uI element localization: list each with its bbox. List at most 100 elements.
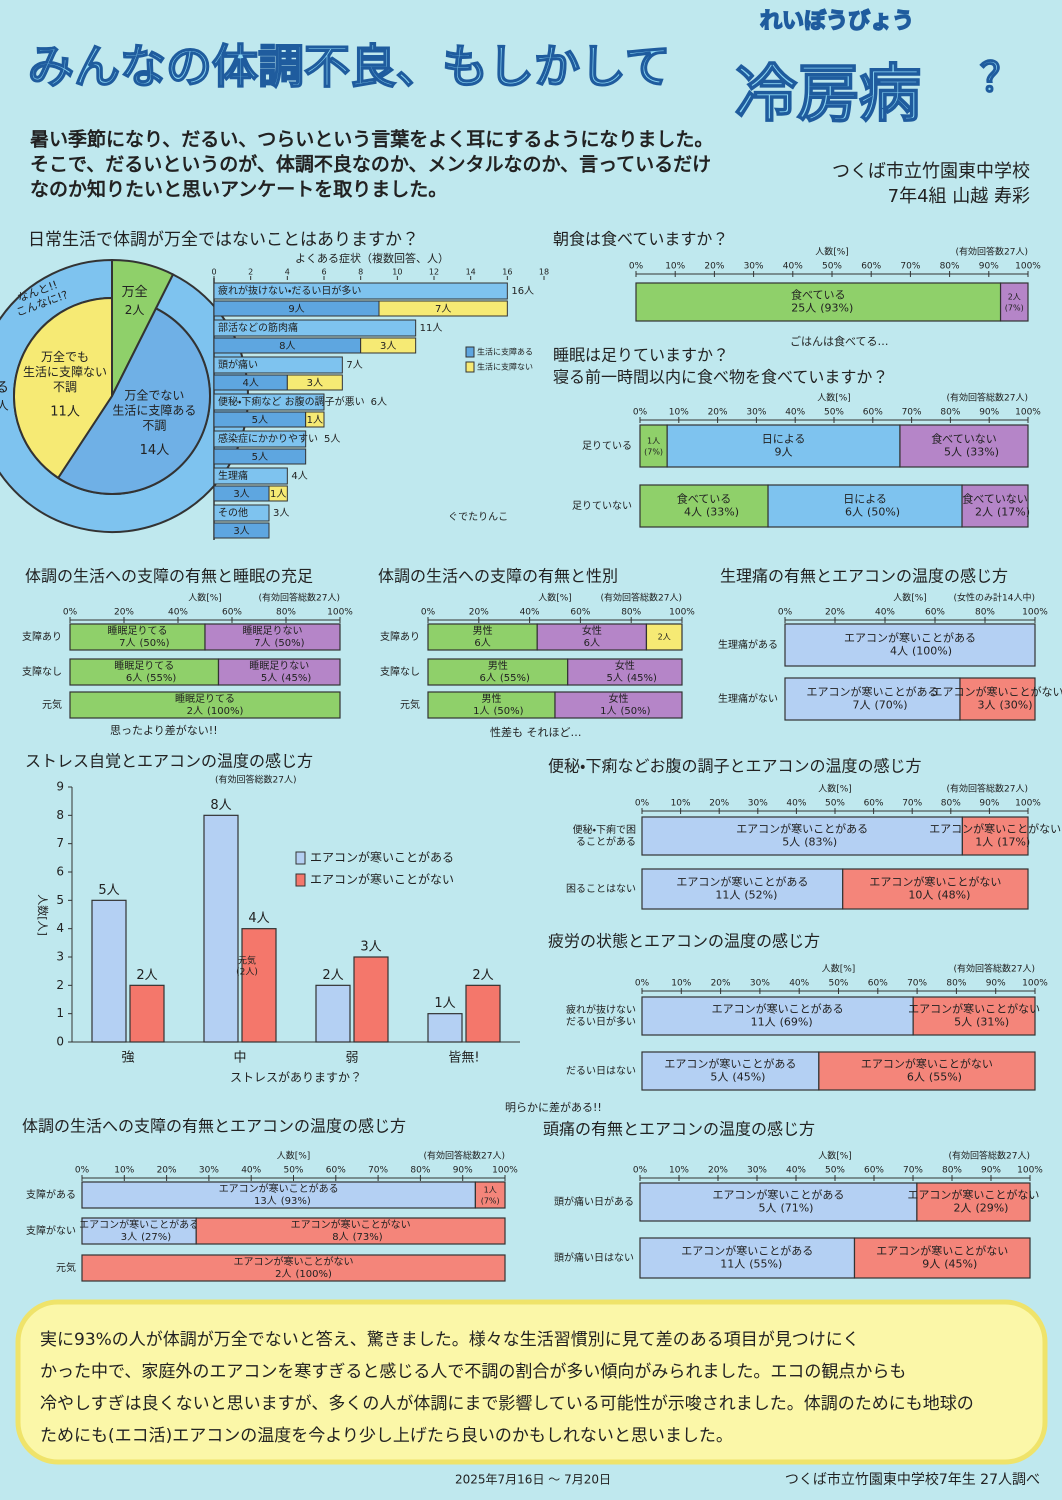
- x-tick-label: 40%: [168, 608, 188, 618]
- bar: [465, 984, 501, 1043]
- x-tick-label: 30%: [748, 799, 768, 809]
- x-tick-label: 0%: [635, 799, 650, 809]
- axis-label: ストレスがありますか？: [230, 1070, 362, 1085]
- ruby: れいぼうびょう: [760, 9, 914, 34]
- count-label: 2人: [1008, 293, 1021, 302]
- x-tick-label: 60%: [570, 608, 590, 618]
- count-label: 25人: [791, 302, 816, 315]
- x-tick-label: 90%: [453, 1166, 473, 1176]
- legend-label: 生活に支障ない: [477, 362, 533, 372]
- count-label: 1人: [473, 706, 489, 717]
- value-label: 5人: [252, 415, 268, 426]
- intro-line: 暑い季節になり、だるい、つらいという言葉をよく耳にするようになりました。: [30, 128, 713, 151]
- x-tick-label: 100%: [669, 608, 695, 618]
- note: ぐでたりんこ: [448, 511, 508, 523]
- chart-title: 日常生活で体調が万全ではないことはありますか？: [28, 230, 419, 250]
- annotation: ごはんは食べてる…: [790, 334, 889, 348]
- segment-name: エアコンが寒いことがある: [807, 684, 939, 698]
- segment-name: エアコンが寒いことがない: [908, 1001, 1040, 1015]
- category-label: 便秘・下痢など お腹の調子が悪い: [218, 395, 365, 408]
- value-label: 7人: [435, 304, 451, 315]
- category-label: 支障がない: [26, 1224, 76, 1237]
- x-tick-label: 30%: [750, 979, 770, 989]
- value-label: (48%): [937, 889, 970, 902]
- category-label: 足りている: [582, 440, 632, 452]
- x-tick-label: 80%: [940, 262, 960, 272]
- x-tick-label: 20%: [709, 799, 729, 809]
- bar: [427, 1013, 463, 1043]
- value-label: 5人: [252, 452, 268, 463]
- segment-name: エアコンが寒いことがない: [869, 874, 1001, 888]
- x-tick-label: 50%: [283, 1166, 303, 1176]
- chart-subtitle: 寝る前一時間以内に食べ物を食べていますか？: [553, 368, 888, 387]
- segment-name: 食べていない: [962, 492, 1028, 505]
- question-mark: ？: [980, 55, 1020, 101]
- x-tick-label: 0%: [629, 262, 644, 272]
- x-tick-label: 2: [248, 268, 253, 277]
- value-label: (7%): [644, 448, 663, 457]
- segment-name: エアコンが寒いことがある: [664, 1056, 796, 1070]
- bar-segment: [666, 424, 901, 468]
- bar-segment: [217, 658, 341, 686]
- value-label: (100%): [207, 706, 243, 717]
- category-label: 元気: [56, 1261, 76, 1274]
- x-tick-label: 10%: [114, 1166, 134, 1176]
- bar-segment: [69, 658, 220, 686]
- value-label: 1人: [270, 489, 286, 500]
- value-label: (17%): [997, 836, 1030, 849]
- bar: [91, 899, 127, 1043]
- x-tick-label: 20%: [825, 608, 845, 618]
- x-tick-label: 強: [121, 1051, 134, 1066]
- pie-inner-value: 14人: [140, 443, 170, 458]
- count-label: 11人: [720, 1258, 745, 1271]
- value-label: 4人: [242, 378, 258, 389]
- axis-label: 人数[人]: [36, 894, 49, 936]
- x-tick-label: 70%: [903, 1166, 923, 1176]
- x-tick-label: 100%: [1017, 1166, 1043, 1176]
- value-label: 1人: [307, 415, 323, 426]
- x-tick-label: 80%: [941, 799, 961, 809]
- x-tick-label: 皆無!: [448, 1051, 479, 1066]
- x-tick-label: 0%: [421, 608, 436, 618]
- value-label: 3人: [233, 489, 249, 500]
- x-tick-label: 40%: [785, 408, 805, 418]
- segment-name: 睡眠足りない: [249, 659, 309, 672]
- y-tick-label: 0: [56, 1035, 64, 1049]
- x-tick-label: 80%: [410, 1166, 430, 1176]
- count-label: 8人: [332, 1232, 348, 1243]
- chart-title: 疲労の状態とエアコンの温度の感じ方: [548, 932, 820, 951]
- count-label: 5人: [944, 446, 962, 459]
- note: (有効回答総数27人): [215, 774, 296, 786]
- chart-title: 便秘・下痢などお腹の調子とエアコンの温度の感じ方: [548, 757, 921, 776]
- count-label: 5人: [710, 1071, 728, 1084]
- x-tick-label: 90%: [979, 262, 999, 272]
- note: (有効回答総数27人): [947, 783, 1028, 795]
- pie-inner-segment: [13, 296, 113, 480]
- segment-name: 睡眠足りてる: [114, 659, 174, 672]
- x-tick-label: 0%: [75, 1166, 90, 1176]
- chart-title: 生理痛の有無とエアコンの温度の感じ方: [720, 567, 1008, 586]
- bar-segment: [961, 484, 1029, 528]
- value-label: (55%): [749, 1258, 782, 1271]
- bar-segment: [81, 1254, 506, 1282]
- count-label: 5人: [954, 1016, 972, 1029]
- value-label: 7人: [346, 360, 362, 371]
- segment-name: エアコンが寒いことがある: [676, 874, 808, 888]
- x-tick-label: 40%: [875, 608, 895, 618]
- segment-name: エアコンが寒いことがある: [736, 821, 868, 835]
- y-tick-label: 6: [56, 865, 64, 879]
- count-label: 6人: [126, 673, 142, 684]
- segment-name: 男性: [473, 624, 493, 637]
- segment-name: 食べていない: [931, 432, 997, 445]
- axis-label: 人数[%]: [538, 592, 572, 604]
- x-tick-label: 60%: [864, 1166, 884, 1176]
- x-tick-label: 60%: [925, 608, 945, 618]
- count-label: 2人: [975, 506, 993, 519]
- pie-inner-value: 11人: [50, 404, 80, 419]
- bar-segment: [360, 337, 417, 354]
- chart-title: 体調の生活への支障の有無と性別: [378, 567, 618, 586]
- segment-name: エアコンが寒いことがある: [712, 1001, 844, 1015]
- bar-segment: [567, 658, 683, 686]
- x-tick-label: 12: [429, 268, 439, 277]
- segment-name: エアコンが寒いことがない: [861, 1056, 993, 1070]
